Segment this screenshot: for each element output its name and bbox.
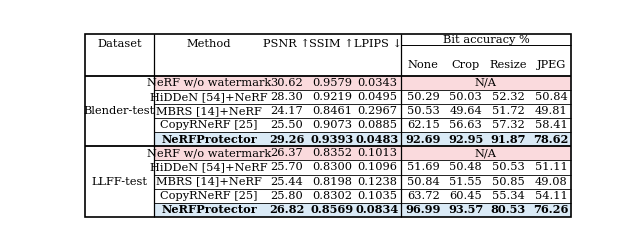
Text: 50.84: 50.84 xyxy=(535,92,568,102)
Text: 0.1238: 0.1238 xyxy=(358,177,397,186)
Text: 0.8302: 0.8302 xyxy=(312,191,352,201)
Text: Dataset: Dataset xyxy=(97,39,141,49)
Text: 26.82: 26.82 xyxy=(269,204,305,215)
Text: 0.9579: 0.9579 xyxy=(312,78,352,88)
Text: 51.55: 51.55 xyxy=(449,177,482,186)
Bar xyxy=(154,76,571,90)
Text: 50.48: 50.48 xyxy=(449,162,482,173)
Text: 49.81: 49.81 xyxy=(535,106,568,116)
Text: 0.8461: 0.8461 xyxy=(312,106,352,116)
Bar xyxy=(154,132,571,146)
Text: 50.53: 50.53 xyxy=(407,106,440,116)
Text: 50.84: 50.84 xyxy=(407,177,440,186)
Text: Resize: Resize xyxy=(490,60,527,70)
Text: CopyRNeRF [25]: CopyRNeRF [25] xyxy=(161,120,258,130)
Text: NeRF w/o watermark: NeRF w/o watermark xyxy=(147,78,271,88)
Text: MBRS [14]+NeRF: MBRS [14]+NeRF xyxy=(156,177,262,186)
Text: LLFF-test: LLFF-test xyxy=(92,177,147,186)
Text: 91.87: 91.87 xyxy=(491,134,526,145)
Text: 60.45: 60.45 xyxy=(449,191,482,201)
Text: 51.72: 51.72 xyxy=(492,106,525,116)
Text: 0.9073: 0.9073 xyxy=(312,120,352,130)
Text: 0.0834: 0.0834 xyxy=(356,204,399,215)
Text: 0.2967: 0.2967 xyxy=(358,106,397,116)
Text: HiDDeN [54]+NeRF: HiDDeN [54]+NeRF xyxy=(150,162,268,173)
Text: 50.03: 50.03 xyxy=(449,92,482,102)
Text: 25.44: 25.44 xyxy=(271,177,303,186)
Text: 80.53: 80.53 xyxy=(491,204,526,215)
Text: 25.80: 25.80 xyxy=(271,191,303,201)
Text: None: None xyxy=(408,60,439,70)
Text: 0.8352: 0.8352 xyxy=(312,148,352,158)
Text: N/A: N/A xyxy=(475,78,497,88)
Text: 76.26: 76.26 xyxy=(534,204,569,215)
Text: 49.08: 49.08 xyxy=(535,177,568,186)
Text: 0.1096: 0.1096 xyxy=(358,162,397,173)
Text: NeRF w/o watermark: NeRF w/o watermark xyxy=(147,148,271,158)
Text: 29.26: 29.26 xyxy=(269,134,305,145)
Text: 92.95: 92.95 xyxy=(448,134,483,145)
Text: 25.50: 25.50 xyxy=(271,120,303,130)
Text: 62.15: 62.15 xyxy=(407,120,440,130)
Text: N/A: N/A xyxy=(475,148,497,158)
Text: 26.37: 26.37 xyxy=(271,148,303,158)
Text: LPIPS ↓: LPIPS ↓ xyxy=(353,39,401,49)
Text: 0.0495: 0.0495 xyxy=(358,92,397,102)
Text: 92.69: 92.69 xyxy=(406,134,441,145)
Text: 0.8569: 0.8569 xyxy=(310,204,353,215)
Text: MBRS [14]+NeRF: MBRS [14]+NeRF xyxy=(156,106,262,116)
Text: Crop: Crop xyxy=(451,60,479,70)
Text: PSNR ↑: PSNR ↑ xyxy=(264,39,310,49)
Text: 30.62: 30.62 xyxy=(271,78,303,88)
Text: 96.99: 96.99 xyxy=(406,204,441,215)
Text: 63.72: 63.72 xyxy=(407,191,440,201)
Text: 0.9219: 0.9219 xyxy=(312,92,352,102)
Text: 25.70: 25.70 xyxy=(271,162,303,173)
Text: 50.53: 50.53 xyxy=(492,162,525,173)
Text: NeRFProtector: NeRFProtector xyxy=(161,204,257,215)
Bar xyxy=(154,146,571,160)
Text: 93.57: 93.57 xyxy=(448,204,483,215)
Text: 49.64: 49.64 xyxy=(449,106,482,116)
Text: 51.11: 51.11 xyxy=(535,162,568,173)
Text: 57.32: 57.32 xyxy=(492,120,525,130)
Text: JPEG: JPEG xyxy=(536,60,566,70)
Text: 0.9393: 0.9393 xyxy=(310,134,353,145)
Text: 24.17: 24.17 xyxy=(271,106,303,116)
Text: HiDDeN [54]+NeRF: HiDDeN [54]+NeRF xyxy=(150,92,268,102)
Text: 50.85: 50.85 xyxy=(492,177,525,186)
Text: Blender-test: Blender-test xyxy=(84,106,155,116)
Text: NeRFProtector: NeRFProtector xyxy=(161,134,257,145)
Text: 50.29: 50.29 xyxy=(407,92,440,102)
Text: 56.63: 56.63 xyxy=(449,120,482,130)
Text: 0.1035: 0.1035 xyxy=(358,191,397,201)
Text: 0.0343: 0.0343 xyxy=(358,78,397,88)
Text: 0.0483: 0.0483 xyxy=(356,134,399,145)
Text: CopyRNeRF [25]: CopyRNeRF [25] xyxy=(161,191,258,201)
Text: Bit accuracy %: Bit accuracy % xyxy=(443,35,529,45)
Text: 52.32: 52.32 xyxy=(492,92,525,102)
Text: 0.8198: 0.8198 xyxy=(312,177,352,186)
Text: 54.11: 54.11 xyxy=(535,191,568,201)
Text: 0.1013: 0.1013 xyxy=(358,148,397,158)
Text: 0.0885: 0.0885 xyxy=(358,120,397,130)
Text: SSIM ↑: SSIM ↑ xyxy=(309,39,354,49)
Text: 0.8300: 0.8300 xyxy=(312,162,352,173)
Bar xyxy=(154,203,571,217)
Text: 78.62: 78.62 xyxy=(534,134,569,145)
Text: Method: Method xyxy=(187,39,231,49)
Text: 28.30: 28.30 xyxy=(271,92,303,102)
Text: 55.34: 55.34 xyxy=(492,191,525,201)
Text: 51.69: 51.69 xyxy=(407,162,440,173)
Text: 58.41: 58.41 xyxy=(535,120,568,130)
